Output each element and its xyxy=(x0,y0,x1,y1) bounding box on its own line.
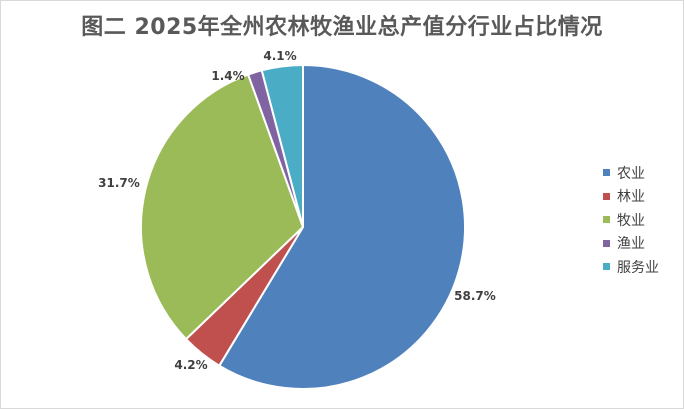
legend: 农业林业牧业渔业服务业 xyxy=(603,161,659,279)
legend-item-3: 牧业 xyxy=(603,208,659,232)
pie-slices xyxy=(140,63,466,390)
legend-item-1: 农业 xyxy=(603,161,659,185)
legend-item-4: 渔业 xyxy=(603,232,659,256)
legend-swatch xyxy=(603,239,610,247)
legend-swatch xyxy=(603,192,610,200)
legend-item-2: 林业 xyxy=(603,185,659,209)
pie-slice-5 xyxy=(260,63,304,228)
legend-label: 牧业 xyxy=(617,212,645,229)
pie-data-labels: 58.7% 4.2% 31.7% 1.4% 4.1% xyxy=(98,49,496,372)
data-label-2: 4.2% xyxy=(174,358,207,372)
legend-swatch xyxy=(603,169,610,177)
data-label-3: 31.7% xyxy=(98,176,140,190)
legend-swatch xyxy=(603,263,610,271)
chart-title: 图二 2025年全州农林牧渔业总产值分行业占比情况 xyxy=(81,15,603,40)
data-label-5: 4.1% xyxy=(263,49,296,63)
legend-label: 服务业 xyxy=(617,259,659,276)
data-label-1: 58.7% xyxy=(454,289,496,303)
legend-label: 林业 xyxy=(617,189,645,206)
pie-slice-1 xyxy=(217,63,466,390)
data-label-4: 1.4% xyxy=(211,69,244,83)
legend-item-5: 服务业 xyxy=(603,255,659,279)
pie-slice-3 xyxy=(140,73,305,341)
legend-label: 渔业 xyxy=(617,236,645,253)
legend-label: 农业 xyxy=(617,165,645,182)
legend-swatch xyxy=(603,216,610,224)
